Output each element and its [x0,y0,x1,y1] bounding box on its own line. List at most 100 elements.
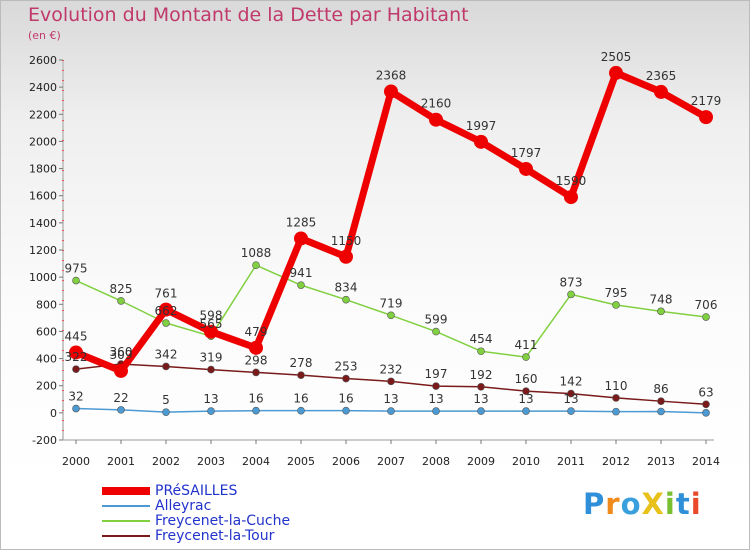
y-tick-label: 2000 [29,135,57,148]
y-tick-label: 1000 [29,271,57,284]
data-point [339,249,353,264]
data-label: 479 [245,325,268,339]
data-point [657,307,665,316]
data-label: 834 [335,281,358,295]
chart-subtitle: (en €) [28,29,61,42]
data-label: 598 [200,309,223,323]
data-label: 278 [290,356,313,370]
data-label: 662 [155,304,178,318]
series-pr-sailles [69,65,713,378]
x-tick-label: 2008 [422,455,450,468]
x-tick-label: 2002 [152,455,180,468]
data-label: 748 [650,292,673,306]
logo-letter: o [620,487,642,521]
data-label: 16 [338,392,353,406]
data-point [657,397,665,405]
data-label: 13 [203,392,218,406]
data-label: 5 [162,393,170,407]
data-label: 32 [68,390,83,404]
logo-letter: P [583,487,606,521]
y-tick-label: 200 [36,380,57,393]
data-label: 63 [698,385,713,399]
data-point [159,302,173,317]
data-point [702,400,710,409]
data-label: 360 [110,345,133,359]
x-tick-label: 2000 [62,455,90,468]
legend-swatch [102,487,150,495]
data-point [477,382,485,391]
data-label: 13 [383,392,398,406]
data-point [294,231,308,246]
x-tick-label: 2011 [557,455,585,468]
x-tick-label: 2010 [512,455,540,468]
y-tick-label: 2400 [29,81,57,94]
x-tick-label: 2009 [467,455,495,468]
data-point [474,134,488,149]
data-point [162,319,170,327]
series-freycenet-la-tour [72,360,710,409]
data-point [522,387,530,395]
data-label: 13 [428,392,443,406]
data-point [699,110,713,125]
data-point [69,345,83,360]
x-tick-label: 2014 [692,455,720,468]
legend-swatch [102,505,150,507]
data-label: 2368 [376,68,407,82]
data-label: 298 [245,353,268,367]
data-label: 110 [605,379,628,393]
data-point [342,406,350,415]
data-point [387,407,395,415]
data-label: 941 [290,266,313,280]
data-label: 2365 [646,69,677,83]
y-tick-label: 1200 [29,244,57,257]
data-label: 565 [200,317,223,331]
data-label: 975 [65,262,88,276]
data-label: 411 [515,338,538,352]
legend-swatch [102,520,150,522]
data-label: 706 [695,298,718,312]
data-point [297,371,305,379]
data-label: 13 [518,392,533,406]
y-tick-label: 1800 [29,163,57,176]
data-point [249,340,263,355]
series-line [74,69,708,375]
data-point [207,407,215,415]
data-point [522,407,530,415]
series-freycenet-la-cuche [72,261,710,361]
data-point [342,374,350,383]
data-point [567,290,575,299]
logo-letter: i [664,487,676,521]
data-label: 86 [653,382,668,396]
y-tick-label: 800 [36,298,57,311]
y-tick-label: 400 [36,353,57,366]
data-point [432,327,440,336]
data-label: 825 [110,282,133,296]
data-label: 22 [113,391,128,405]
legend-label: Freycenet-la-Tour [155,528,275,544]
data-label: 719 [380,296,403,310]
data-label: 795 [605,286,628,300]
data-label: 1150 [331,234,362,248]
data-point [609,65,623,80]
x-tick-label: 2001 [107,455,135,468]
x-tick-label: 2005 [287,455,315,468]
data-point [204,324,218,339]
data-label: 1997 [466,119,497,133]
legend-label: Freycenet-la-Cuche [155,513,291,529]
data-point [657,407,665,416]
logo-letter: i [690,487,702,521]
legend-label: PRéSAILLES [155,483,238,499]
x-tick-label: 2004 [242,455,270,468]
y-tick-label: 1400 [29,217,57,230]
data-point [612,407,620,416]
x-tick-label: 2006 [332,455,360,468]
data-point [72,365,80,373]
y-tick-label: -200 [32,434,57,447]
data-point [342,295,350,304]
y-tick-label: 1600 [29,190,57,203]
data-label: 873 [560,275,583,289]
proxiti-logo: ProXiti [583,487,702,521]
data-point [252,406,260,415]
